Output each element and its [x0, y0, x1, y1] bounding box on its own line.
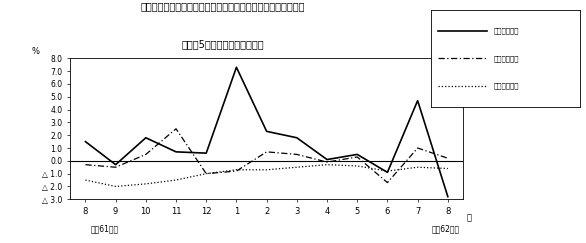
Text: 平成62０年: 平成62０年 — [432, 224, 460, 233]
Text: 月: 月 — [467, 213, 472, 222]
Text: 総実労働時間: 総実労働時間 — [493, 55, 519, 62]
Text: 常用雇用指数: 常用雇用指数 — [493, 82, 519, 89]
Text: 第４図　　賃金、労働時間、常用雇用指数対前年同月比の推移: 第４図 賃金、労働時間、常用雇用指数対前年同月比の推移 — [141, 1, 305, 11]
Text: %: % — [31, 46, 39, 55]
Text: （規樧5人以上　調査産業計）: （規樧5人以上 調査産業計） — [182, 39, 264, 49]
Text: 現金給与総額: 現金給与総額 — [493, 28, 519, 35]
Text: 平成61８年: 平成61８年 — [91, 224, 119, 233]
